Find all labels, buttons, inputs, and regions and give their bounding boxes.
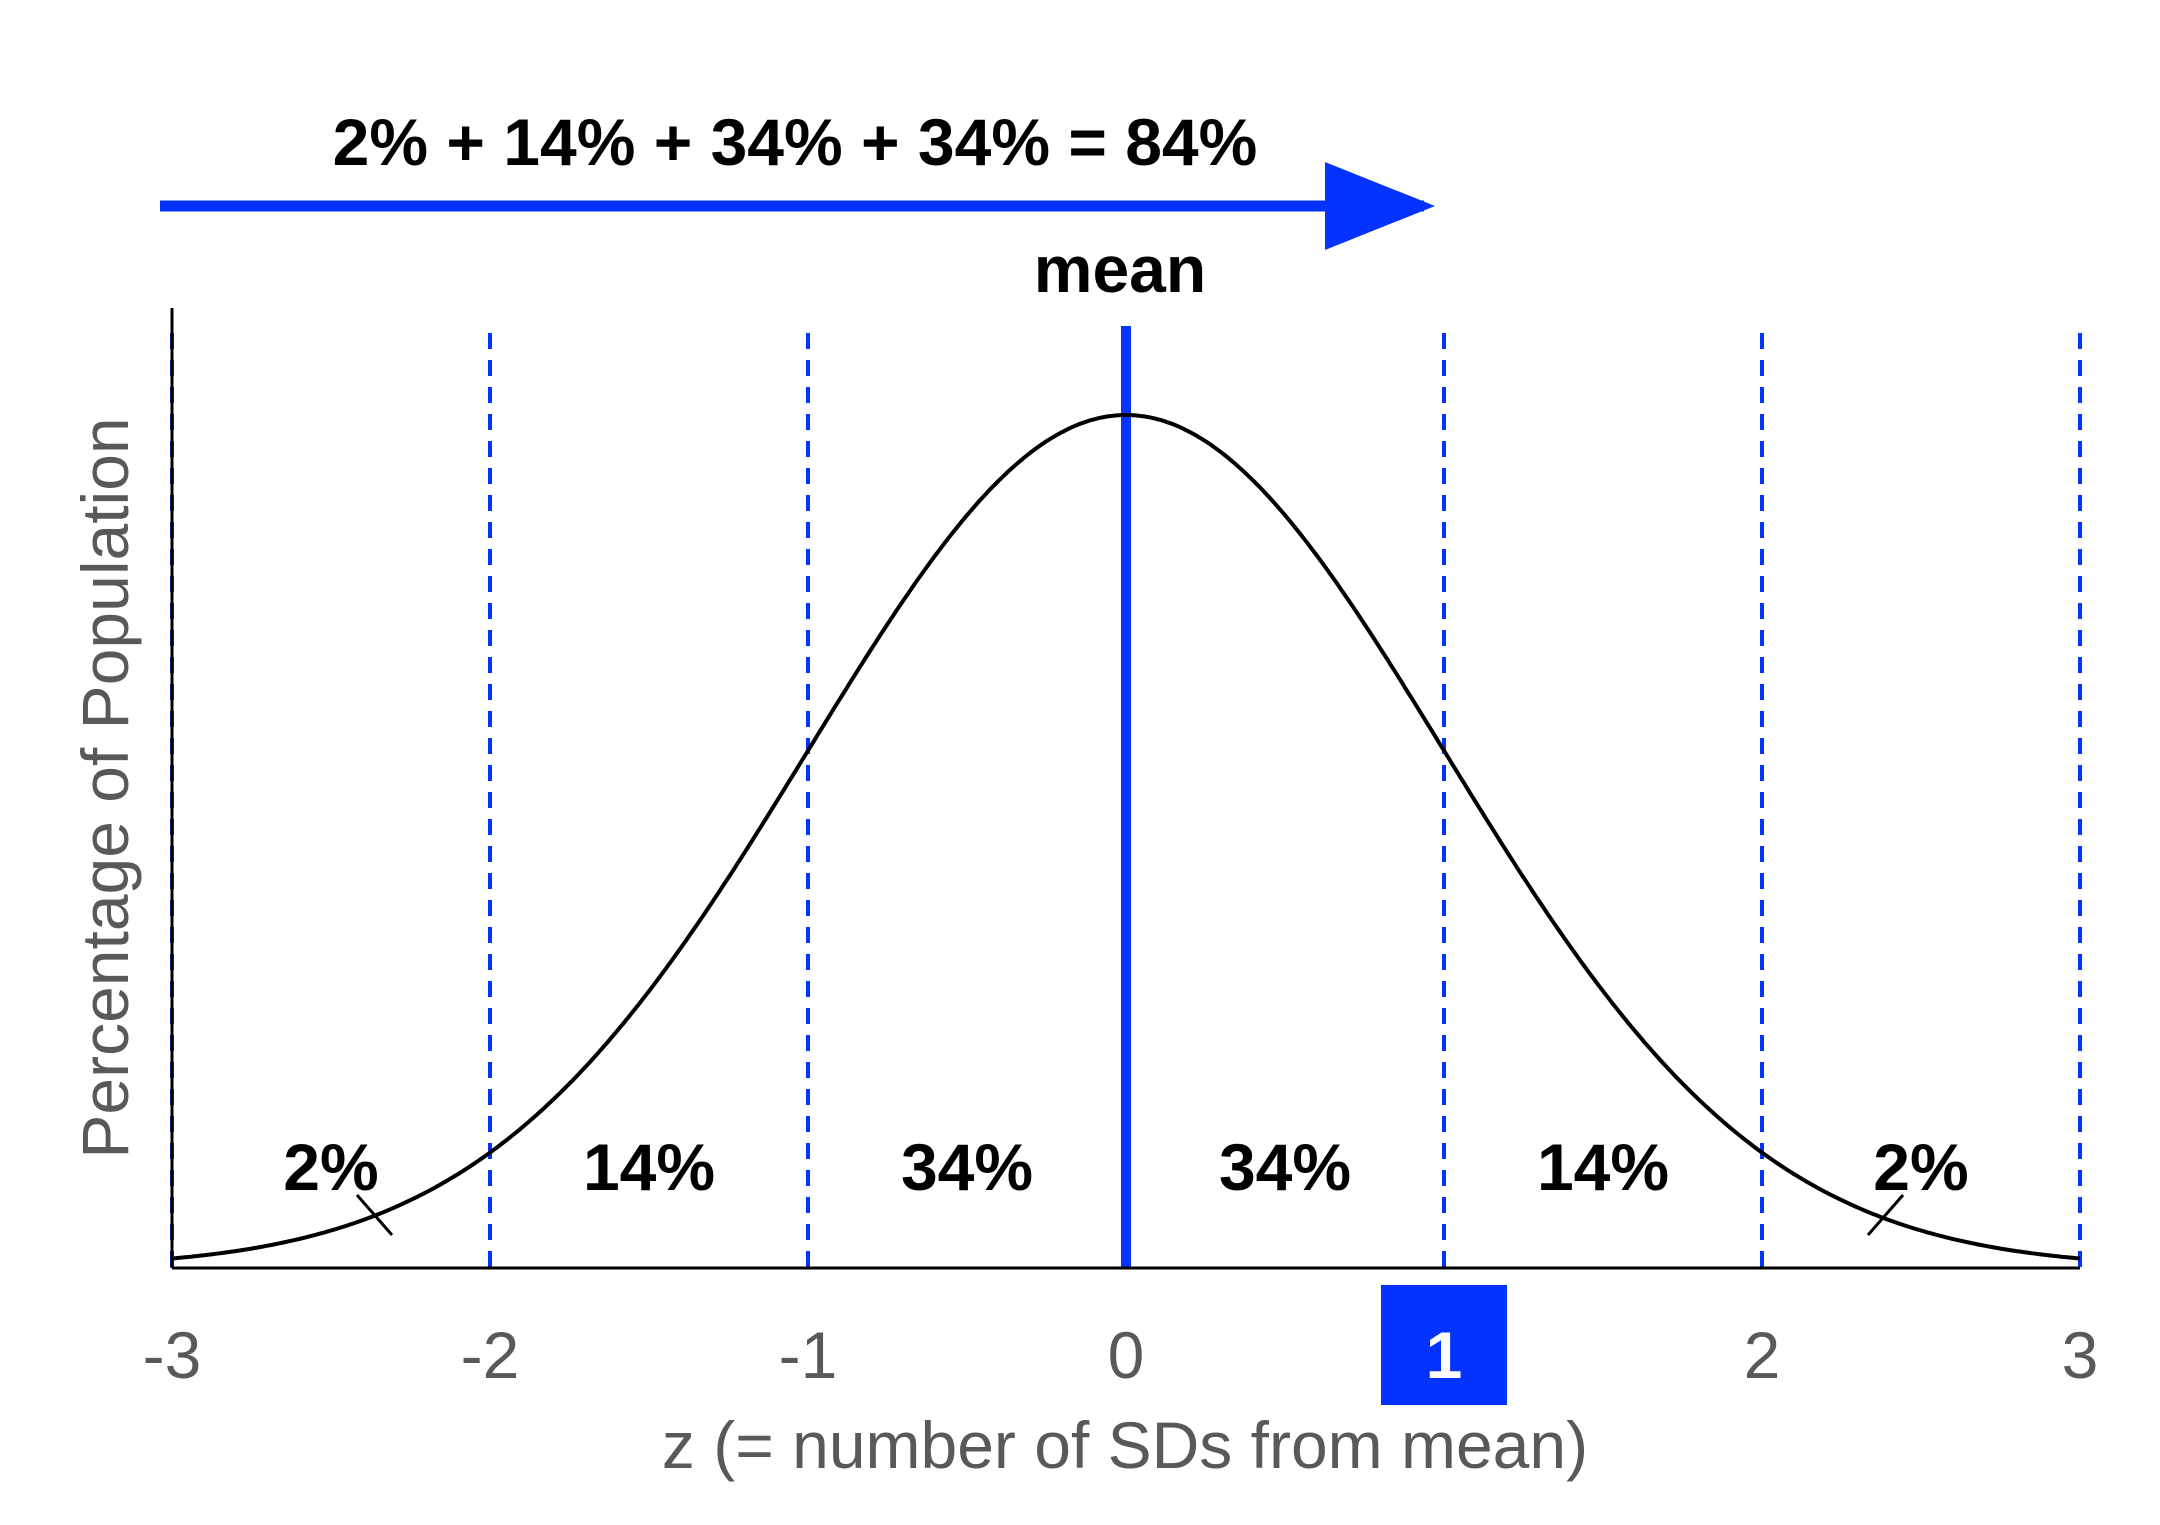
region-label: 14% (1537, 1130, 1669, 1204)
x-tick-label: -3 (143, 1318, 202, 1392)
highlighted-tick-box (1381, 1285, 1507, 1405)
region-label: 2% (283, 1130, 378, 1204)
x-tick-labels: -3 -2 -1 0 1 2 3 (143, 1318, 2099, 1392)
mean-label: mean (1034, 232, 1206, 306)
region-label: 34% (1219, 1130, 1351, 1204)
right-tail-pointer (1866, 1194, 1905, 1236)
region-label: 2% (1873, 1130, 1968, 1204)
chart-title: 2% + 14% + 34% + 34% = 84% (333, 105, 1258, 179)
x-tick-label: 3 (2062, 1318, 2099, 1392)
left-tail-pointer (355, 1194, 394, 1236)
x-tick-label: 2 (1744, 1318, 1781, 1392)
x-tick-label: -2 (461, 1318, 520, 1392)
x-tick-label-highlighted: 1 (1426, 1318, 1463, 1392)
region-labels: 2% 14% 34% 34% 14% 2% (283, 1130, 1968, 1204)
x-axis-label: z (= number of SDs from mean) (662, 1408, 1588, 1482)
bell-curve (171, 413, 2081, 1261)
y-axis-label: Percentage of Population (68, 417, 142, 1158)
x-tick-label: -1 (779, 1318, 838, 1392)
x-tick-label: 0 (1108, 1318, 1145, 1392)
region-label: 34% (901, 1130, 1033, 1204)
region-label: 14% (583, 1130, 715, 1204)
